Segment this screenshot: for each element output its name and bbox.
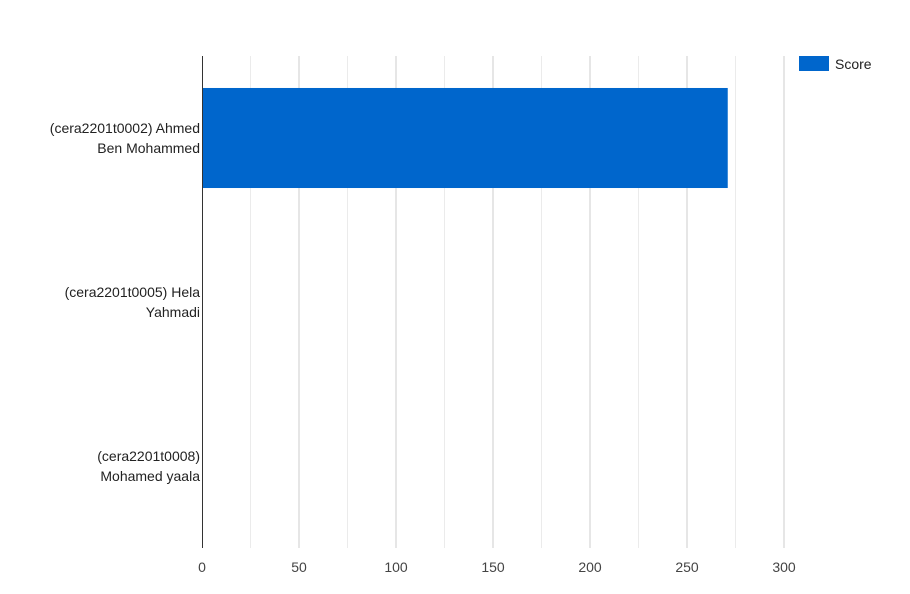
x-tick-label: 0 <box>198 559 206 575</box>
legend-label: Score <box>835 56 872 72</box>
category-label-line: (cera2201t0005) Hela <box>65 284 201 300</box>
category-label-line: (cera2201t0002) Ahmed <box>50 120 200 136</box>
x-tick-label: 50 <box>291 559 307 575</box>
category-label: (cera2201t0008) Mohamed yaala <box>97 448 200 484</box>
x-tick-labels: 0 50 100 150 200 250 300 <box>198 559 796 575</box>
category-label: (cera2201t0002) Ahmed Ben Mohammed <box>50 120 200 156</box>
category-labels: (cera2201t0002) Ahmed Ben Mohammed(cera22… <box>50 120 200 484</box>
x-tick-label: 250 <box>675 559 699 575</box>
category-label-line: (cera2201t0008) <box>97 448 200 464</box>
x-tick-label: 100 <box>384 559 408 575</box>
bar <box>202 87 728 189</box>
category-label-line: Yahmadi <box>146 304 200 320</box>
x-tick-label: 150 <box>481 559 505 575</box>
category-label-line: Ben Mohammed <box>97 140 200 156</box>
bars <box>202 87 728 189</box>
x-tick-label: 300 <box>772 559 796 575</box>
category-label: (cera2201t0005) Hela Yahmadi <box>65 284 201 320</box>
category-label-line: Mohamed yaala <box>100 468 200 484</box>
x-tick-label: 200 <box>578 559 602 575</box>
legend: Score <box>799 56 872 72</box>
legend-swatch <box>799 56 829 71</box>
